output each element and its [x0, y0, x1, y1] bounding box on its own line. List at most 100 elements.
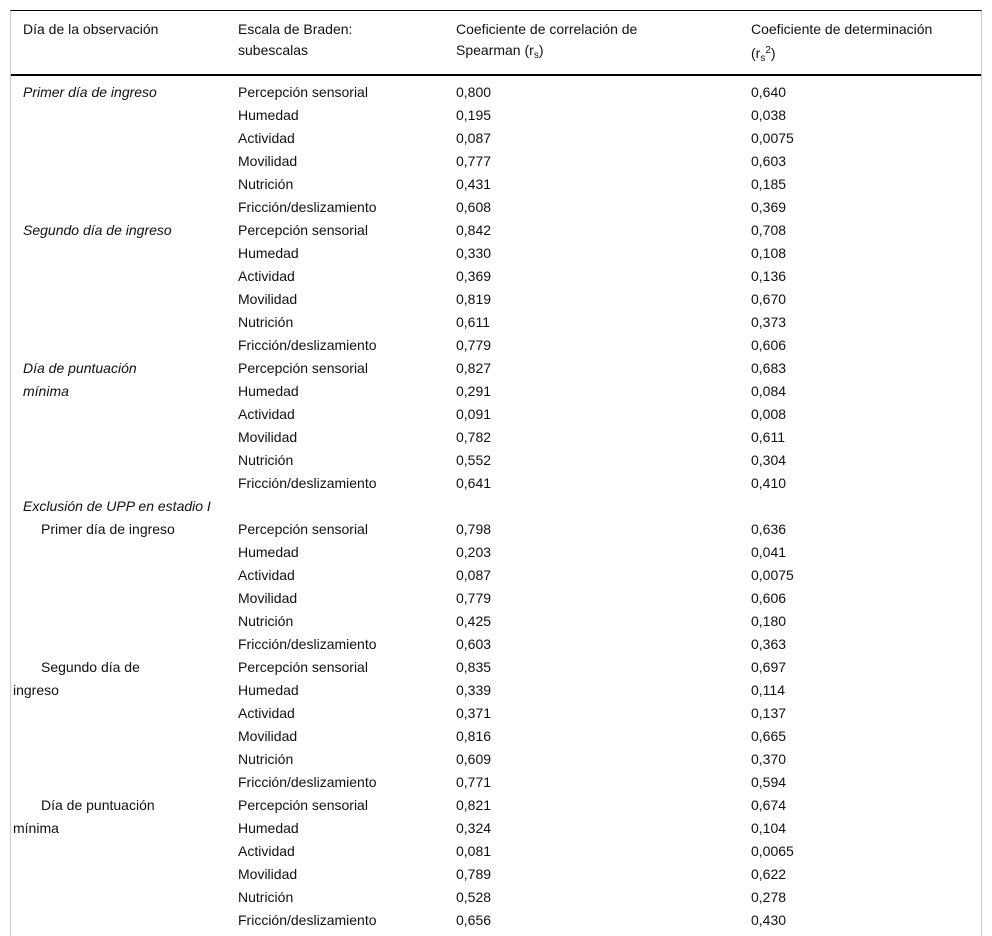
spearman-value-cell: 0,339 [456, 682, 492, 698]
determination-value-cell: 0,606 [751, 337, 787, 353]
table-row: Humedad 0,330 0,108 [11, 242, 981, 265]
subscale-cell: Fricción/deslizamiento [238, 199, 377, 215]
spearman-value-cell: 0,087 [456, 130, 492, 146]
subscale-cell: Nutrición [238, 452, 294, 468]
determination-value-cell: 0,683 [751, 360, 787, 376]
determination-value-cell: 0,084 [751, 383, 787, 399]
subscale-cell: Humedad [238, 245, 299, 261]
spearman-value-cell: 0,552 [456, 452, 492, 468]
subscale-cell: Movilidad [238, 429, 298, 445]
subscale-cell: Fricción/deslizamiento [238, 912, 377, 928]
spearman-value-cell: 0,291 [456, 383, 492, 399]
subscript-s: s [760, 53, 766, 64]
spearman-value-cell: 0,779 [456, 590, 492, 606]
header-determination-line2: (rs2) [751, 45, 776, 64]
determination-value-cell: 0,603 [751, 153, 787, 169]
determination-value-cell: 0,697 [751, 659, 787, 675]
table-row: Fricción/deslizamiento 0,603 0,363 [11, 633, 981, 656]
table-row: Actividad 0,087 0,0075 [11, 127, 981, 150]
subscale-cell: Percepción sensorial [238, 659, 368, 675]
day-cell: Primer día de ingreso [23, 84, 157, 100]
spearman-value-cell: 0,195 [456, 107, 492, 123]
day-cell: Segundo día de ingreso [13, 659, 140, 698]
table-row: Nutrición 0,611 0,373 [11, 311, 981, 334]
spearman-value-cell: 0,800 [456, 84, 492, 100]
spearman-value-cell: 0,782 [456, 429, 492, 445]
spearman-value-cell: 0,371 [456, 705, 492, 721]
table-row: Movilidad 0,789 0,622 [11, 863, 981, 886]
determination-value-cell: 0,369 [751, 199, 787, 215]
header-spearman-line2: Spearman (rs) [456, 42, 544, 61]
determination-value-cell: 0,430 [751, 912, 787, 928]
determination-value-cell: 0,622 [751, 866, 787, 882]
table-header: Día de la observación Escala de Braden: … [11, 11, 981, 76]
table-row: Nutrición 0,431 0,185 [11, 173, 981, 196]
determination-value-cell: 0,363 [751, 636, 787, 652]
table-row: Día de puntuación mínima Percepción senso… [11, 357, 981, 399]
determination-value-cell: 0,0065 [751, 843, 794, 859]
determination-value-cell: 0,278 [751, 889, 787, 905]
section-header-row: Exclusión de UPP en estadio I [11, 495, 981, 518]
spearman-value-cell: 0,641 [456, 475, 492, 491]
subscale-cell: Movilidad [238, 590, 298, 606]
header-braden-subscales: Escala de Braden: subescalas [238, 11, 456, 76]
spearman-value-cell: 0,431 [456, 176, 492, 192]
determination-value-cell: 0,185 [751, 176, 787, 192]
spearman-value-cell: 0,819 [456, 291, 492, 307]
subscale-cell: Percepción sensorial [238, 360, 368, 376]
day-cell: Día de puntuación mínima [23, 360, 137, 399]
subscale-cell: Fricción/deslizamiento [238, 636, 377, 652]
table-row: Fricción/deslizamiento 0,656 0,430 [11, 909, 981, 936]
subscale-cell: Percepción sensorial [238, 521, 368, 537]
spearman-value-cell: 0,798 [456, 521, 492, 537]
spearman-value-cell: 0,081 [456, 843, 492, 859]
subscale-cell: Fricción/deslizamiento [238, 475, 377, 491]
spearman-value-cell: 0,324 [456, 820, 492, 836]
table-row: Movilidad 0,819 0,670 [11, 288, 981, 311]
subscale-cell: Actividad [238, 268, 295, 284]
determination-value-cell: 0,0075 [751, 567, 794, 583]
table-row: Primer día de ingreso Percepción sensoria… [11, 518, 981, 541]
table-row: Fricción/deslizamiento 0,608 0,369 [11, 196, 981, 219]
subscale-cell: Nutrición [238, 613, 294, 629]
section-header-cell: Exclusión de UPP en estadio I [23, 498, 211, 514]
spearman-value-cell: 0,771 [456, 774, 492, 790]
table-row: Nutrición 0,552 0,304 [11, 449, 981, 472]
spearman-value-cell: 0,203 [456, 544, 492, 560]
determination-value-cell: 0,611 [751, 429, 785, 445]
subscale-cell: Actividad [238, 843, 295, 859]
determination-value-cell: 0,636 [751, 521, 787, 537]
table-row: Fricción/deslizamiento 0,641 0,410 [11, 472, 981, 495]
spearman-value-cell: 0,603 [456, 636, 492, 652]
header-determination-line1: Coeficiente de determinación [751, 21, 933, 37]
spearman-value-cell: 0,777 [456, 153, 492, 169]
subscale-cell: Fricción/deslizamiento [238, 337, 377, 353]
spearman-value-cell: 0,789 [456, 866, 492, 882]
spearman-value-cell: 0,842 [456, 222, 492, 238]
spearman-value-cell: 0,816 [456, 728, 492, 744]
determination-value-cell: 0,670 [751, 291, 787, 307]
table-row: Humedad 0,203 0,041 [11, 541, 981, 564]
determination-value-cell: 0,640 [751, 84, 787, 100]
day-cell: Día de puntuación mínima [13, 797, 155, 836]
day-cell: Primer día de ingreso [41, 521, 175, 537]
superscript-2: 2 [765, 45, 771, 56]
table-row: Nutrición 0,609 0,370 [11, 748, 981, 771]
table-row: Actividad 0,087 0,0075 [11, 564, 981, 587]
table-row: Segundo día de ingreso Percepción sensori… [11, 219, 981, 242]
determination-value-cell: 0,104 [751, 820, 787, 836]
subscale-cell: Nutrición [238, 176, 294, 192]
determination-value-cell: 0,594 [751, 774, 787, 790]
correlation-table-frame: Día de la observación Escala de Braden: … [10, 10, 982, 936]
table-row: Día de puntuación mínima Percepción senso… [11, 794, 981, 836]
subscale-cell: Nutrición [238, 751, 294, 767]
spearman-value-cell: 0,369 [456, 268, 492, 284]
spearman-value-cell: 0,656 [456, 912, 492, 928]
table-row: Segundo día de ingreso Percepción sensori… [11, 656, 981, 698]
determination-value-cell: 0,136 [751, 268, 787, 284]
spearman-value-cell: 0,330 [456, 245, 492, 261]
table-row: Fricción/deslizamiento 0,779 0,606 [11, 334, 981, 357]
subscale-cell: Nutrición [238, 314, 294, 330]
table-row: Movilidad 0,782 0,611 [11, 426, 981, 449]
spearman-value-cell: 0,091 [456, 406, 492, 422]
